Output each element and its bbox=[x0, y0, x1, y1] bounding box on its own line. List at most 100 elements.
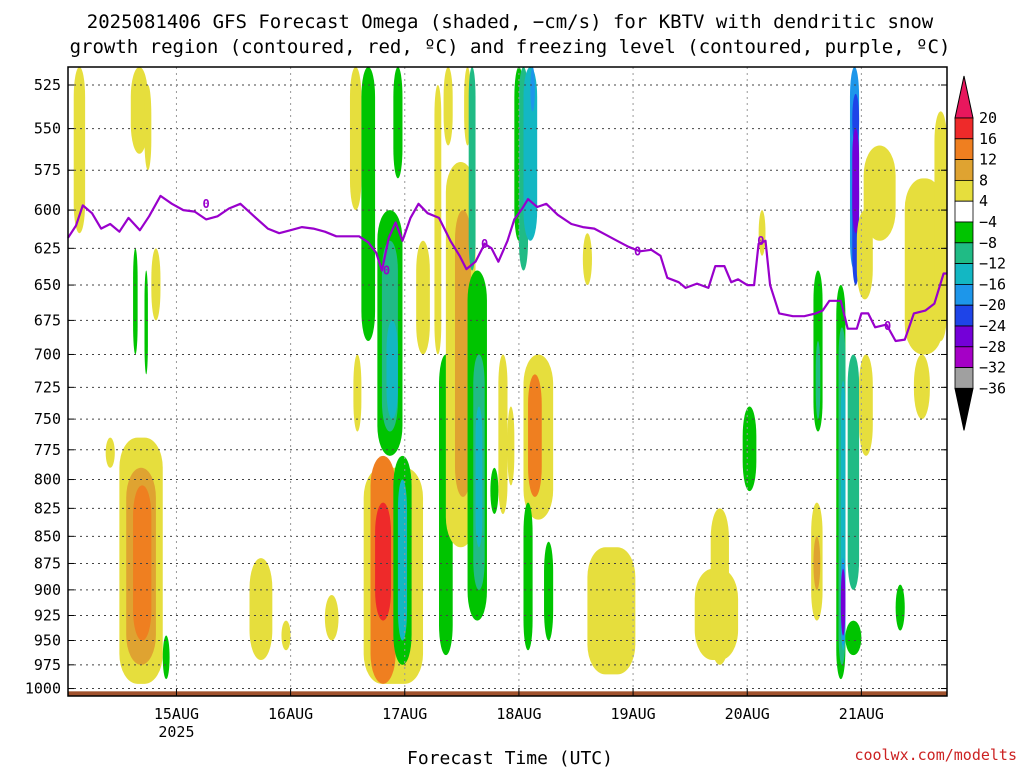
omega-region bbox=[507, 406, 515, 486]
omega-region bbox=[815, 340, 821, 420]
freezing-level-contour: 0 0 0 0 0 0 bbox=[67, 194, 947, 343]
colorbar-segment bbox=[954, 242, 974, 265]
colorbar-label: 16 bbox=[979, 130, 997, 148]
pressure-axis: 525 550 575 600 625 650 675 700 725 750 775 800 825 8… bbox=[25, 76, 947, 698]
y-tick-label: 775 bbox=[34, 441, 61, 459]
credit-link[interactable]: coolwx.com/modelts bbox=[854, 746, 1017, 764]
colorbar-segment bbox=[954, 200, 974, 223]
omega-region bbox=[393, 67, 403, 179]
omega-region bbox=[813, 536, 821, 590]
freezing-level-label: 0 bbox=[481, 237, 488, 251]
colorbar-segment bbox=[954, 179, 974, 202]
omega-region bbox=[468, 67, 476, 271]
omega-region bbox=[151, 248, 161, 321]
colorbar-segment bbox=[954, 221, 974, 244]
freezing-level-label: 0 bbox=[757, 234, 764, 248]
x-tick-label: 15AUG bbox=[154, 705, 199, 723]
omega-region bbox=[523, 502, 533, 651]
omega-region bbox=[530, 67, 535, 112]
colorbar-label: −20 bbox=[979, 296, 1006, 314]
y-tick-label: 975 bbox=[34, 656, 61, 674]
x-tick-year-label: 2025 bbox=[158, 723, 194, 741]
omega-region bbox=[475, 406, 483, 548]
colorbar-label: 20 bbox=[979, 109, 997, 127]
colorbar-label: 8 bbox=[979, 171, 988, 189]
colorbar-bottom-arrow bbox=[954, 387, 974, 431]
ground-strip bbox=[68, 691, 947, 696]
omega-region bbox=[144, 270, 148, 375]
colorbar-segment bbox=[954, 263, 974, 285]
colorbar-label: −4 bbox=[979, 213, 997, 231]
y-tick-label: 525 bbox=[34, 76, 61, 94]
omega-region bbox=[397, 479, 408, 641]
chart-title-line1: 2025081406 GFS Forecast Omega (shaded, −… bbox=[87, 11, 934, 33]
colorbar-label: −32 bbox=[979, 359, 1006, 377]
omega-region bbox=[375, 502, 392, 621]
omega-region bbox=[742, 406, 757, 492]
omega-region bbox=[416, 240, 430, 355]
omega-region bbox=[133, 485, 152, 641]
omega-region bbox=[852, 93, 860, 146]
omega-region bbox=[528, 374, 542, 497]
y-tick-label: 1000 bbox=[25, 680, 61, 698]
omega-region bbox=[324, 595, 339, 641]
omega-region bbox=[105, 437, 115, 468]
omega-region bbox=[130, 67, 148, 154]
omega-region bbox=[934, 111, 947, 341]
colorbar-label: −28 bbox=[979, 338, 1006, 356]
omega-region bbox=[852, 128, 860, 234]
colorbar-label: 4 bbox=[979, 192, 988, 210]
omega-region bbox=[710, 508, 729, 665]
omega-region bbox=[587, 547, 636, 675]
omega-region bbox=[361, 67, 376, 341]
x-tick-label: 18AUG bbox=[496, 705, 541, 723]
omega-region bbox=[913, 354, 930, 420]
colorbar-segment bbox=[954, 304, 974, 327]
omega-region bbox=[859, 354, 873, 456]
omega-region bbox=[349, 67, 362, 211]
colorbar-segment bbox=[954, 346, 974, 368]
omega-region bbox=[544, 541, 554, 641]
y-tick-label: 675 bbox=[34, 311, 61, 329]
y-tick-label: 700 bbox=[34, 345, 61, 363]
y-tick-label: 575 bbox=[34, 161, 61, 179]
omega-region bbox=[490, 467, 499, 515]
omega-region bbox=[443, 67, 453, 146]
y-tick-label: 550 bbox=[34, 120, 61, 138]
colorbar-label: −8 bbox=[979, 234, 997, 252]
x-tick-label: 20AUG bbox=[725, 705, 770, 723]
omega-region bbox=[434, 85, 442, 355]
colorbar: 20 16 12 8 4 −4 −8 −12 −16 −20 −24 −28 −32 −36 bbox=[954, 75, 1006, 431]
omega-region bbox=[73, 67, 86, 234]
colorbar-label: −36 bbox=[979, 379, 1006, 397]
omega-region bbox=[840, 568, 846, 636]
y-tick-label: 950 bbox=[34, 631, 61, 649]
colorbar-label: −16 bbox=[979, 275, 1006, 293]
x-tick-label: 17AUG bbox=[382, 705, 427, 723]
y-tick-label: 725 bbox=[34, 378, 61, 396]
omega-region bbox=[386, 320, 398, 420]
colorbar-segment bbox=[954, 283, 974, 306]
omega-region bbox=[162, 635, 170, 680]
y-tick-label: 850 bbox=[34, 527, 61, 545]
grid-lines bbox=[68, 67, 947, 696]
omega-region bbox=[863, 145, 896, 241]
ground-layer bbox=[68, 691, 947, 696]
omega-region bbox=[144, 85, 152, 171]
y-tick-label: 900 bbox=[34, 581, 61, 599]
omega-region bbox=[582, 233, 592, 286]
colorbar-segment bbox=[954, 159, 974, 181]
omega-region bbox=[845, 620, 862, 656]
colorbar-label: −24 bbox=[979, 317, 1006, 335]
colorbar-segment bbox=[954, 117, 974, 140]
freezing-level-label: 0 bbox=[203, 197, 210, 211]
y-tick-label: 750 bbox=[34, 410, 61, 428]
omega-region bbox=[281, 620, 291, 651]
freezing-level-label: 0 bbox=[383, 264, 390, 278]
omega-region bbox=[498, 354, 508, 515]
omega-region bbox=[904, 178, 944, 355]
x-tick-label: 21AUG bbox=[839, 705, 884, 723]
omega-region bbox=[758, 210, 766, 256]
x-tick-label: 19AUG bbox=[610, 705, 655, 723]
